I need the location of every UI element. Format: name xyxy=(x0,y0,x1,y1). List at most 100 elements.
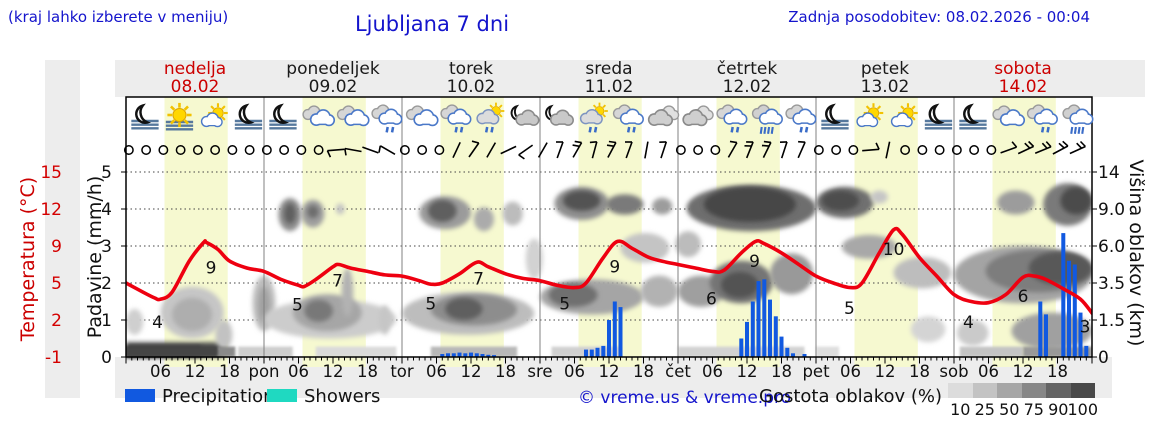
density-tick-label: 10 xyxy=(950,400,971,419)
svg-text:10: 10 xyxy=(883,240,905,260)
svg-text:čet: čet xyxy=(665,362,691,381)
day-date: 09.02 xyxy=(308,77,358,97)
svg-text:sob: sob xyxy=(939,362,968,381)
precipitation-legend-label: Precipitation xyxy=(162,386,275,407)
day-date: 11.02 xyxy=(584,77,634,97)
svg-text:9.0: 9.0 xyxy=(1098,200,1125,220)
weather-icon-sun-cloud xyxy=(856,103,884,128)
svg-text:18: 18 xyxy=(357,362,378,381)
svg-text:12: 12 xyxy=(461,362,482,381)
svg-text:7: 7 xyxy=(473,270,484,290)
svg-text:pet: pet xyxy=(802,362,830,381)
density-segment xyxy=(948,383,973,398)
day-header-band xyxy=(115,60,1145,97)
weather-icon-cloud-blue xyxy=(336,105,370,127)
svg-text:06: 06 xyxy=(150,362,171,381)
svg-text:06: 06 xyxy=(702,362,723,381)
density-segment xyxy=(1046,383,1071,398)
svg-text:12: 12 xyxy=(737,362,758,381)
day-date: 10.02 xyxy=(446,77,496,97)
day-header-torek: torek 10.02 xyxy=(402,60,540,96)
showers-swatch xyxy=(267,389,297,402)
weather-icon-moon-fog xyxy=(131,103,159,130)
svg-text:5: 5 xyxy=(101,163,112,183)
svg-text:1.5: 1.5 xyxy=(1098,311,1125,331)
density-segment xyxy=(1021,383,1046,398)
cloud-density-legend-label: Gostota oblakov (%) xyxy=(759,386,943,407)
density-tick-label: 100 xyxy=(1067,400,1099,419)
day-date: 12.02 xyxy=(722,77,772,97)
day-header-sobota: sobota 14.02 xyxy=(954,60,1092,96)
svg-text:5: 5 xyxy=(559,294,570,314)
day-header-petek: petek 13.02 xyxy=(816,60,954,96)
weather-icon-moon-fog xyxy=(234,103,263,130)
weather-icon-sun-cloud-drizzle xyxy=(579,102,608,133)
density-tick-label: 50 xyxy=(999,400,1020,419)
svg-text:18: 18 xyxy=(633,362,654,381)
weather-icon-cloud-drizzle xyxy=(612,104,644,133)
svg-text:06: 06 xyxy=(564,362,585,381)
svg-text:sre: sre xyxy=(527,362,552,381)
weather-icon-moon-fog xyxy=(821,103,849,130)
day-header-sreda: sreda 11.02 xyxy=(540,60,678,96)
svg-text:-1: -1 xyxy=(45,348,62,368)
weather-icon-cloud-gray xyxy=(682,105,714,127)
menu-hint-note: (kraj lahko izberete v meniju) xyxy=(8,8,229,26)
weather-icon-cloud-drizzle xyxy=(785,104,817,133)
density-segment xyxy=(1070,383,1095,398)
day-name: torek xyxy=(449,59,493,79)
svg-text:4: 4 xyxy=(963,313,974,333)
weather-icon-cloud-blue xyxy=(405,105,439,127)
density-segment xyxy=(972,383,997,398)
svg-text:3.5: 3.5 xyxy=(1098,274,1125,294)
weather-icon-moon-fog xyxy=(269,103,297,130)
svg-text:4: 4 xyxy=(101,200,112,220)
density-tick-label: 25 xyxy=(974,400,995,419)
day-name: sreda xyxy=(585,59,633,79)
density-tick-label: 75 xyxy=(1023,400,1044,419)
svg-text:3: 3 xyxy=(101,237,112,257)
svg-text:5: 5 xyxy=(51,274,62,294)
weather-icon-cloud-rain xyxy=(1062,104,1094,134)
svg-text:0: 0 xyxy=(1098,348,1109,368)
svg-text:9: 9 xyxy=(749,252,760,272)
svg-text:6: 6 xyxy=(706,290,717,310)
svg-text:5: 5 xyxy=(844,299,855,319)
weather-icon-cloud-drizzle xyxy=(716,104,748,133)
weather-icon-moon-fog xyxy=(924,103,953,130)
svg-text:9: 9 xyxy=(51,237,62,257)
svg-text:pon: pon xyxy=(248,362,279,381)
svg-text:18: 18 xyxy=(219,362,240,381)
day-date: 08.02 xyxy=(170,77,220,97)
weather-icon-moon-cloud xyxy=(510,104,540,126)
weather-icon-cloud-rain xyxy=(751,104,783,134)
svg-text:1: 1 xyxy=(101,311,112,331)
svg-text:18: 18 xyxy=(1047,362,1068,381)
weather-icon-cloud-blue xyxy=(992,105,1026,127)
svg-text:7: 7 xyxy=(332,271,343,291)
weather-icon-cloud-drizzle xyxy=(1026,104,1058,133)
svg-text:12: 12 xyxy=(1013,362,1034,381)
weather-icon-cloud-drizzle xyxy=(371,104,403,133)
weather-icon-moon-fog xyxy=(959,103,987,130)
svg-text:9: 9 xyxy=(609,257,620,277)
svg-text:15: 15 xyxy=(40,163,62,183)
svg-text:5: 5 xyxy=(292,296,303,316)
svg-text:2: 2 xyxy=(51,311,62,331)
weather-icon-cloud-gray xyxy=(647,105,680,127)
last-update-text: Zadnja posodobitev: 08.02.2026 - 00:04 xyxy=(788,8,1090,26)
showers-legend-label: Showers xyxy=(304,386,381,407)
day-header-nedelja: nedelja 08.02 xyxy=(126,60,264,96)
day-name: četrtek xyxy=(716,59,778,79)
svg-text:3: 3 xyxy=(1080,318,1091,338)
svg-text:0: 0 xyxy=(101,348,112,368)
svg-text:12: 12 xyxy=(323,362,344,381)
svg-text:06: 06 xyxy=(288,362,309,381)
copyright-link[interactable]: © vreme.us & vreme.pro xyxy=(578,388,792,408)
svg-text:2: 2 xyxy=(101,274,112,294)
svg-text:12: 12 xyxy=(40,200,62,220)
svg-text:6: 6 xyxy=(1018,287,1029,307)
day-header-četrtek: četrtek 12.02 xyxy=(678,60,816,96)
